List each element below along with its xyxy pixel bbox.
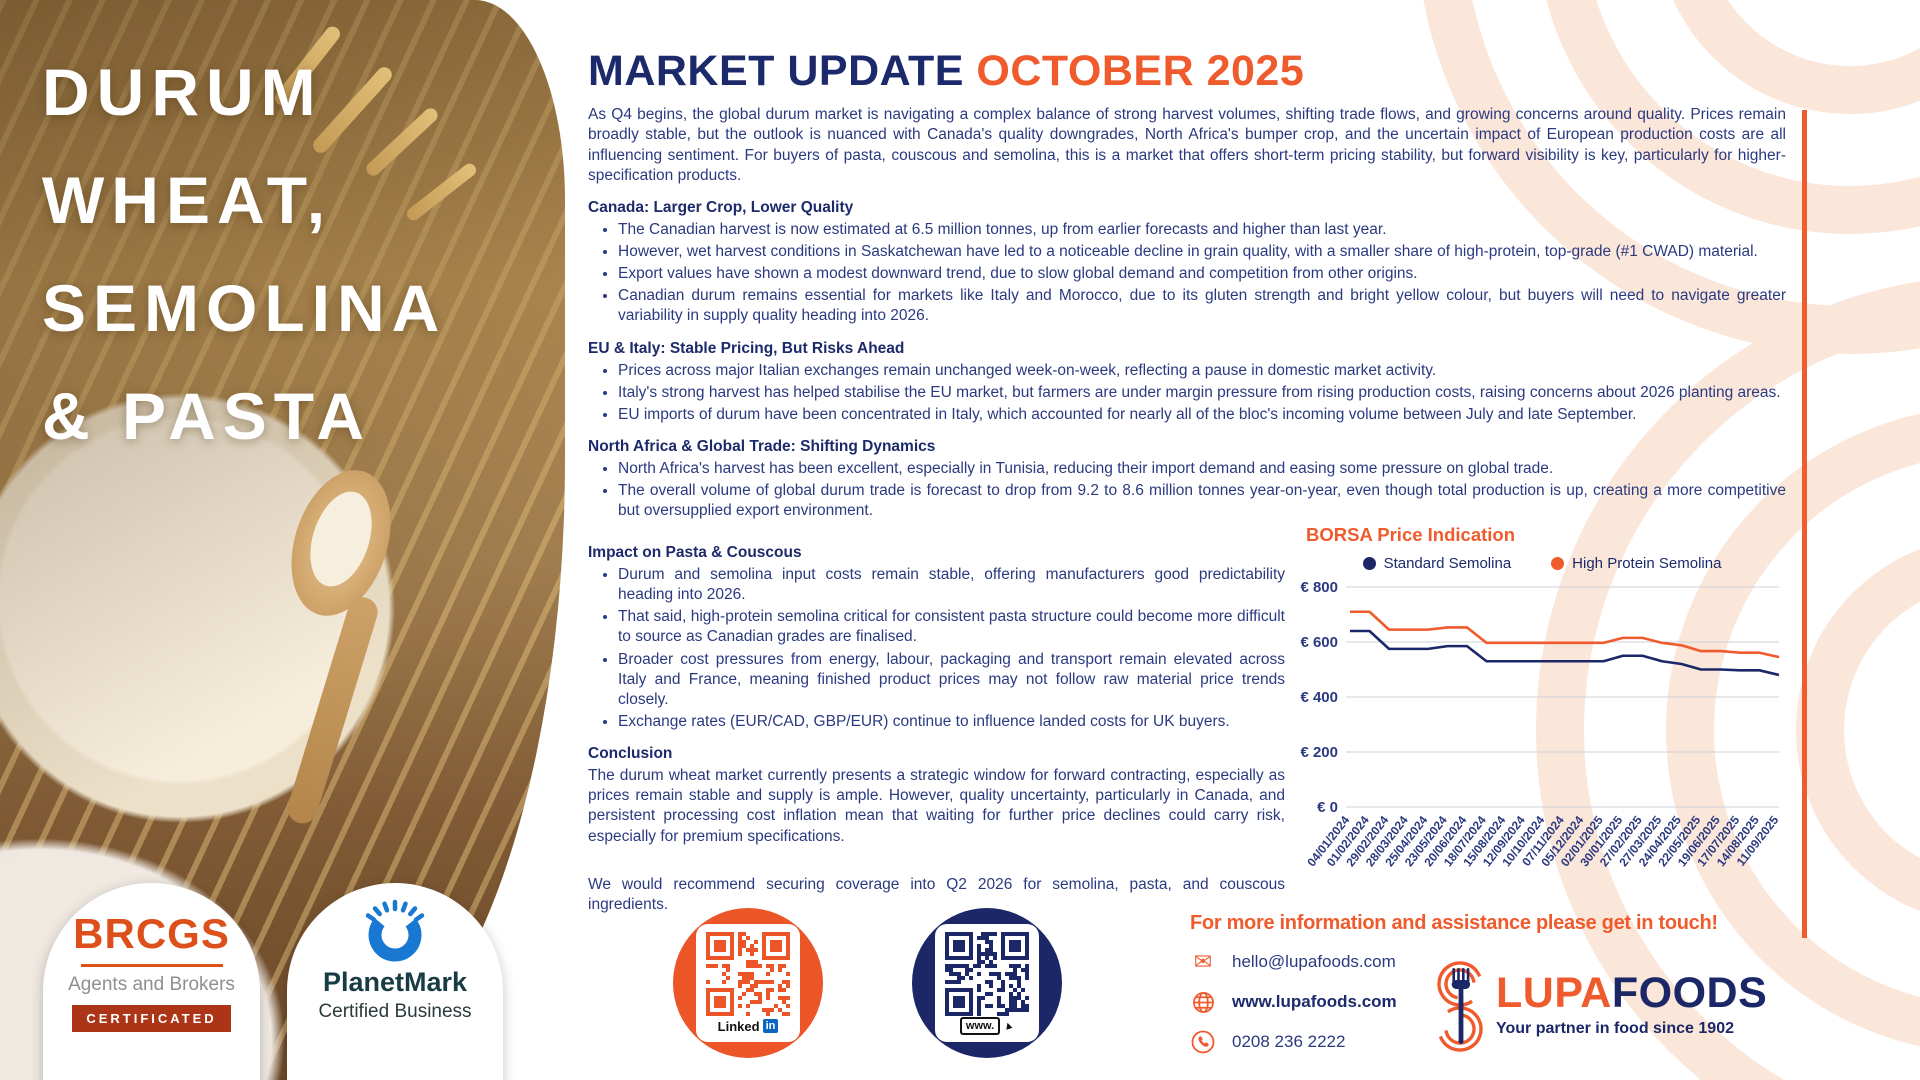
- globe-icon: [1190, 991, 1216, 1014]
- bullet-item: Export values have shown a modest downwa…: [618, 264, 1786, 284]
- section-conclusion: Conclusion The durum wheat market current…: [588, 745, 1285, 847]
- section-north-africa: North Africa & Global Trade: Shifting Dy…: [588, 438, 1786, 521]
- section-heading: Impact on Pasta & Couscous: [588, 544, 802, 561]
- bullet-list: North Africa's harvest has been excellen…: [588, 459, 1786, 521]
- bullet-item: EU imports of durum have been concentrat…: [618, 405, 1786, 425]
- intro-paragraph: As Q4 begins, the global durum market is…: [588, 106, 1786, 184]
- brcgs-certificated-label: CERTIFICATED: [72, 1005, 231, 1032]
- section-eu-italy: EU & Italy: Stable Pricing, But Risks Ah…: [588, 340, 1786, 425]
- planetmark-subtitle: Certified Business: [318, 1001, 472, 1022]
- contact-website-row: www.lupafoods.com: [1190, 989, 1790, 1015]
- planetmark-certification-badge: PlanetMark Certified Business: [287, 883, 503, 1080]
- chart-plot: € 0€ 200€ 400€ 600€ 80004/01/202401/02/2…: [1300, 579, 1781, 869]
- article-left-column: Impact on Pasta & Couscous Durum and semo…: [588, 544, 1285, 930]
- website-qr-pattern: [945, 932, 1029, 1016]
- page-title-period: OCTOBER 2025: [976, 47, 1305, 95]
- logo-tagline: Your partner in food since 1902: [1496, 1020, 1734, 1037]
- closing-paragraph: We would recommend securing coverage int…: [588, 875, 1285, 913]
- brcgs-certification-badge: BRCGS Agents and Brokers CERTIFICATED: [43, 883, 260, 1080]
- logo-foods: FOODS: [1611, 969, 1768, 1017]
- linkedin-qr-code[interactable]: Linked in: [673, 908, 823, 1058]
- lupafoods-wordmark: LUPAFOODS: [1496, 972, 1767, 1015]
- y-axis-tick: € 400: [1300, 689, 1338, 706]
- bullet-item: Durum and semolina input costs remain st…: [618, 565, 1285, 605]
- brcgs-logo: BRCGS: [73, 910, 230, 957]
- bullet-item: Italy's strong harvest has helped stabil…: [618, 383, 1786, 403]
- contact-email[interactable]: hello@lupafoods.com: [1232, 952, 1396, 971]
- bullet-list: Durum and semolina input costs remain st…: [588, 565, 1285, 732]
- bullet-item: The Canadian harvest is now estimated at…: [618, 220, 1786, 240]
- bullet-item: Broader cost pressures from energy, labo…: [618, 650, 1285, 710]
- logo-lupa: LUPA: [1496, 969, 1612, 1017]
- phone-icon: [1190, 1030, 1216, 1054]
- contact-website[interactable]: www.lupafoods.com: [1232, 992, 1397, 1011]
- section-paragraph: The durum wheat market currently present…: [588, 767, 1285, 845]
- linkedin-qr-pattern: [706, 932, 790, 1016]
- contact-section: For more information and assistance plea…: [1190, 912, 1790, 1055]
- lupafoods-fork-emblem: [1437, 961, 1483, 1052]
- website-qr-card: www. ▲: [935, 924, 1039, 1042]
- brcgs-subtitle: Agents and Brokers: [68, 974, 235, 995]
- series-line-standard-semolina: [1350, 629, 1780, 677]
- legend-high-protein-semolina: High Protein Semolina: [1551, 555, 1721, 572]
- hero-title-line: & PASTA: [42, 379, 371, 453]
- bullet-item: However, wet harvest conditions in Saska…: [618, 242, 1786, 262]
- page-title-main: MARKET UPDATE: [588, 47, 964, 95]
- y-axis-tick: € 600: [1300, 634, 1338, 651]
- hero-title-line: WHEAT,: [42, 163, 333, 237]
- planetmark-name: PlanetMark: [322, 967, 468, 997]
- y-axis-tick: € 800: [1300, 579, 1338, 596]
- hero-title-line: DURUM: [42, 55, 323, 129]
- orange-divider-line: [1802, 110, 1807, 938]
- website-qr-label: www. ▲: [959, 1016, 1016, 1036]
- linkedin-icon: in: [762, 1019, 779, 1033]
- linkedin-qr-label: Linked in: [718, 1016, 779, 1036]
- planetmark-icon: [365, 899, 425, 962]
- series-line-high-protein-semolina: [1350, 610, 1780, 659]
- y-axis-tick: € 200: [1300, 744, 1338, 761]
- bullet-list: The Canadian harvest is now estimated at…: [588, 220, 1786, 327]
- bullet-item: Prices across major Italian exchanges re…: [618, 361, 1786, 381]
- legend-label: High Protein Semolina: [1572, 555, 1722, 572]
- legend-dot-navy: [1362, 557, 1376, 570]
- legend-standard-semolina: Standard Semolina: [1362, 555, 1512, 572]
- page-title: MARKET UPDATE OCTOBER 2025: [588, 47, 1786, 95]
- hero-title: DURUM WHEAT, SEMOLINA & PASTA: [42, 38, 446, 470]
- lupafoods-logo: LUPAFOODS Your partner in food since 190…: [1436, 956, 1767, 1056]
- bullet-item: The overall volume of global durum trade…: [618, 481, 1786, 521]
- article-top-block: MARKET UPDATE OCTOBER 2025 As Q4 begins,…: [588, 47, 1786, 523]
- website-qr-code[interactable]: www. ▲: [912, 908, 1062, 1058]
- bullet-list: Prices across major Italian exchanges re…: [588, 361, 1786, 425]
- chart-title: BORSA Price Indication: [1306, 524, 1516, 545]
- hero-title-line: SEMOLINA: [42, 271, 447, 345]
- bullet-item: Exchange rates (EUR/CAD, GBP/EUR) contin…: [618, 712, 1285, 732]
- section-heading: EU & Italy: Stable Pricing, But Risks Ah…: [588, 339, 905, 357]
- cursor-icon: ▲: [1001, 1018, 1016, 1034]
- bullet-item: Canadian durum remains essential for mar…: [618, 286, 1786, 326]
- section-impact: Impact on Pasta & Couscous Durum and semo…: [588, 544, 1285, 732]
- bullet-item: That said, high-protein semolina critica…: [618, 607, 1285, 647]
- chart-legend: Standard Semolina High Protein Semolina: [1288, 555, 1796, 572]
- bullet-item: North Africa's harvest has been excellen…: [618, 459, 1786, 479]
- contact-phone[interactable]: 0208 236 2222: [1232, 1032, 1346, 1051]
- contact-phone-row: 0208 236 2222: [1190, 1029, 1790, 1055]
- envelope-icon: ✉: [1193, 949, 1213, 975]
- linkedin-text: Linked: [717, 1018, 760, 1034]
- section-heading: North Africa & Global Trade: Shifting Dy…: [588, 437, 936, 455]
- brcgs-divider: [80, 964, 223, 967]
- contact-email-row: ✉ hello@lupafoods.com: [1190, 949, 1790, 975]
- section-canada: Canada: Larger Crop, Lower Quality The Ca…: [588, 199, 1786, 327]
- www-icon: www.: [959, 1017, 1001, 1035]
- lupafoods-wordmark-block: LUPAFOODS Your partner in food since 190…: [1496, 956, 1767, 1056]
- contact-heading: For more information and assistance plea…: [1190, 912, 1718, 934]
- y-axis-tick: € 0: [1317, 799, 1338, 816]
- section-heading: Conclusion: [588, 745, 673, 763]
- legend-label: Standard Semolina: [1383, 555, 1512, 572]
- linkedin-qr-card: Linked in: [696, 924, 800, 1042]
- borsa-price-chart: BORSA Price Indication Standard Semolina…: [1288, 524, 1796, 892]
- section-heading: Canada: Larger Crop, Lower Quality: [588, 198, 854, 216]
- legend-dot-orange: [1551, 557, 1565, 570]
